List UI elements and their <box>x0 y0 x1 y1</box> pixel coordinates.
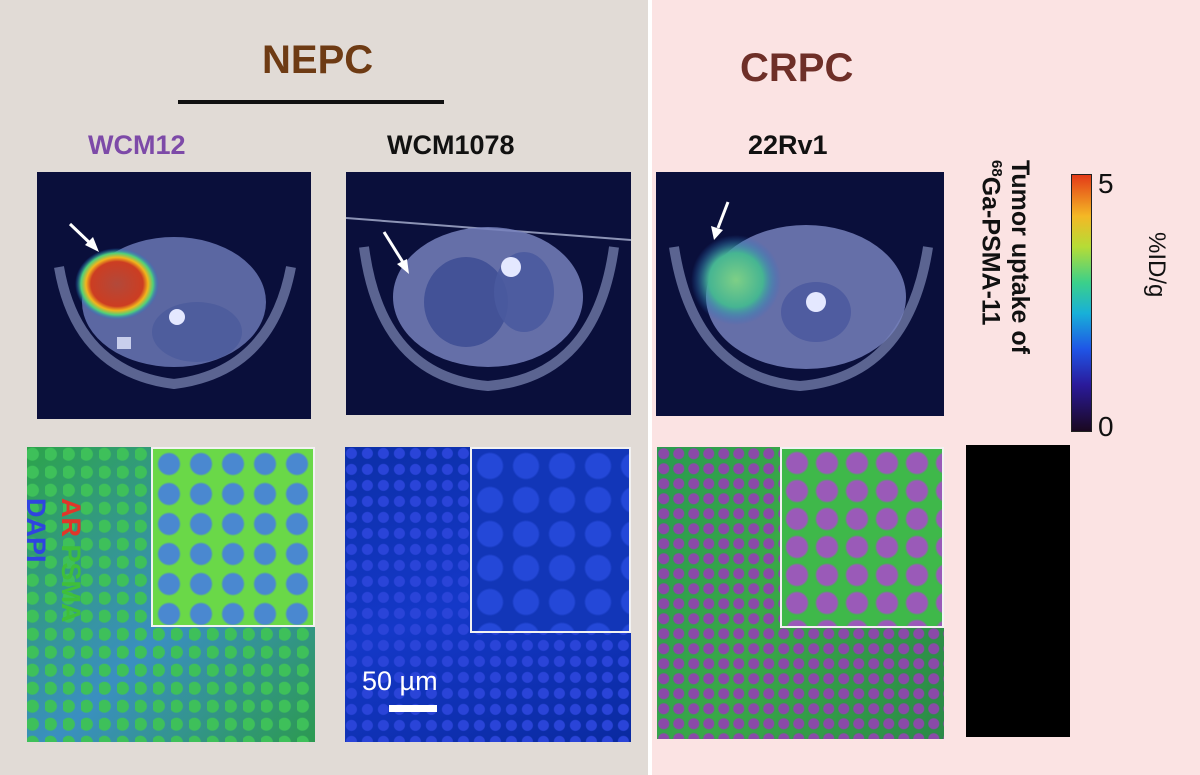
colorbar-axis-label: Tumor uptake of 68Ga-PSMA-11 <box>976 160 1034 354</box>
isotope-mass-number: 68 <box>988 160 1006 177</box>
stain-ar: AR <box>56 498 86 537</box>
model-label-wcm1078: WCM1078 <box>387 130 515 160</box>
nepc-bracket-line <box>178 100 444 104</box>
stain-legend-line1: AR PSMA <box>53 498 88 623</box>
ihc-inset-wcm12 <box>151 447 315 627</box>
colorbar-unit-label: %ID/g <box>1143 232 1170 298</box>
ihc-inset-22rv1 <box>780 447 944 628</box>
ihc-wcm12 <box>27 447 315 742</box>
arrow-icon <box>711 201 730 240</box>
crpc-label: CRPC <box>740 46 854 90</box>
colorbar-max-label: 5 <box>1098 168 1114 199</box>
model-label-wcm12: WCM12 <box>88 130 186 160</box>
arrow-icon <box>68 222 99 252</box>
ihc-inset-wcm1078 <box>470 447 631 633</box>
colorbar-min-label: 0 <box>1098 411 1114 442</box>
arrow-icon <box>382 231 409 274</box>
stain-psma: PSMA <box>56 544 86 623</box>
tracer-name: Ga-PSMA-11 <box>976 176 1005 326</box>
pet-image-wcm1078 <box>346 217 631 392</box>
model-label-22rv1: 22Rv1 <box>748 130 828 160</box>
pet-scan-wcm12 <box>37 172 311 419</box>
colorbar-label-line2: 68Ga-PSMA-11 <box>976 160 1005 354</box>
nepc-label: NEPC <box>262 38 374 82</box>
stain-legend-text: AR PSMA DAPI <box>18 498 88 623</box>
scale-bar <box>389 705 437 712</box>
ihc-wcm1078 <box>345 447 631 742</box>
group-divider <box>648 0 652 775</box>
colorbar-label-line1: Tumor uptake of <box>1006 160 1034 354</box>
pet-image-22rv1 <box>669 201 933 392</box>
scale-bar-label: 50 µm <box>362 666 438 696</box>
uptake-colorbar <box>1071 174 1092 432</box>
pet-image-wcm12 <box>54 222 296 390</box>
pet-scan-wcm1078 <box>346 172 631 415</box>
stain-dapi: DAPI <box>20 498 51 563</box>
pet-scan-22rv1 <box>656 172 944 416</box>
ihc-22rv1 <box>657 447 944 739</box>
stain-legend <box>966 445 1070 737</box>
